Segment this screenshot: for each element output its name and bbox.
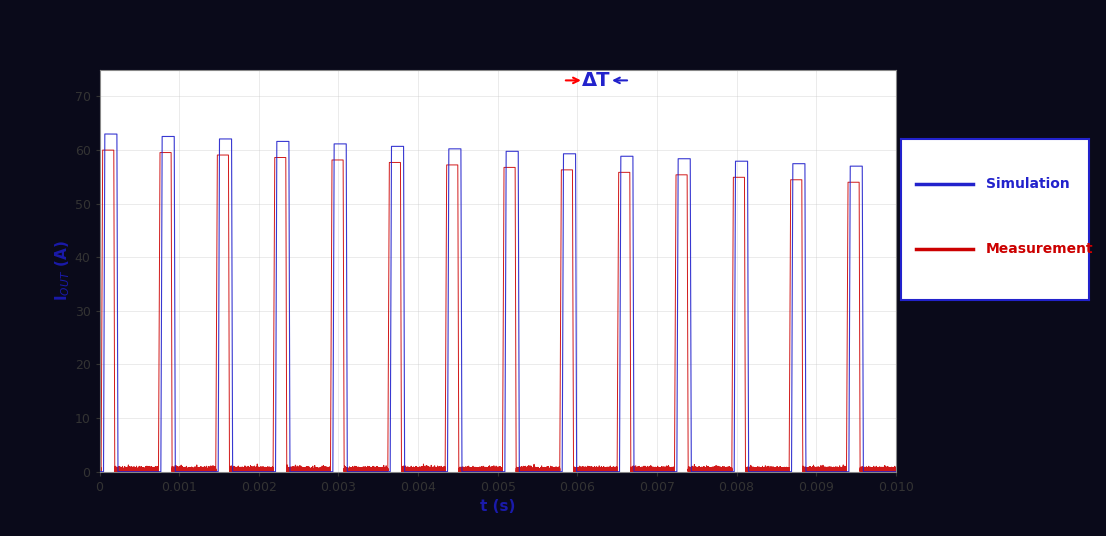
Text: Measurement: Measurement <box>987 242 1094 256</box>
X-axis label: t (s): t (s) <box>480 499 515 514</box>
Text: ΔT: ΔT <box>582 71 611 90</box>
Text: Simulation: Simulation <box>987 177 1070 191</box>
Y-axis label: I$_{OUT}$ (A): I$_{OUT}$ (A) <box>53 240 72 301</box>
